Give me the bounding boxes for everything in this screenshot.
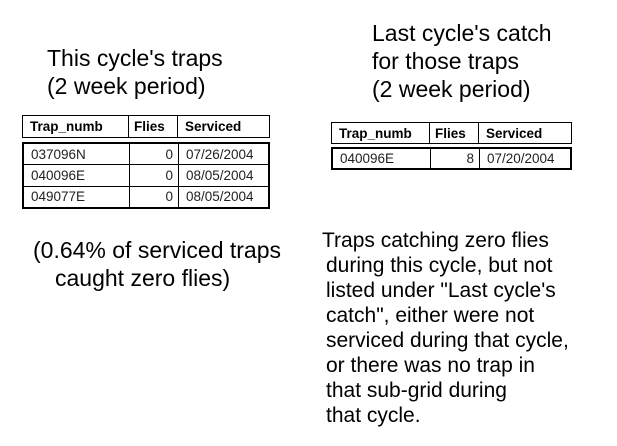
note-line: that cycle.: [326, 404, 421, 427]
note-line: serviced during that cycle,: [326, 329, 569, 352]
column-header-trap-numb: Trap_numb: [30, 119, 103, 134]
cell-trap-numb: 040096E: [31, 167, 86, 183]
note-line: listed under "Last cycle's: [326, 279, 556, 302]
note-zero-flies-percentage: (0.64% of serviced traps caught zero fli…: [33, 236, 281, 292]
cell-serviced: 08/05/2004: [178, 165, 268, 186]
cell-flies: 0: [129, 186, 178, 207]
table-row: 040096E 0 08/05/2004: [24, 164, 268, 186]
column-header-flies: Flies: [429, 123, 478, 143]
table-this-cycle-body: 037096N 0 07/26/2004 040096E 0 08/05/200…: [22, 142, 270, 209]
note-line: Traps catching zero flies: [322, 229, 549, 252]
cell-flies: 8: [430, 149, 479, 168]
cell-trap-numb: 049077E: [31, 189, 86, 205]
column-header-serviced: Serviced: [478, 123, 571, 143]
cell-serviced: 07/26/2004: [178, 144, 268, 165]
cell-serviced: 08/05/2004: [178, 186, 268, 207]
table-this-cycle-header: Trap_numb Flies Serviced: [22, 115, 270, 138]
note-line: catch", either were not: [326, 304, 535, 327]
cell-flies: 0: [129, 165, 178, 186]
cell-flies: 0: [129, 144, 178, 165]
cell-trap-numb: 037096N: [31, 146, 86, 162]
note-explanation: Traps catching zero flies during this cy…: [322, 228, 569, 428]
table-row: 037096N 0 07/26/2004: [24, 144, 268, 165]
heading-this-cycle: This cycle's traps (2 week period): [47, 44, 223, 100]
note-line: caught zero flies): [55, 265, 231, 291]
cell-serviced: 07/20/2004: [479, 149, 570, 168]
heading-last-cycle: Last cycle's catch for those traps (2 we…: [372, 19, 552, 103]
heading-line: This cycle's traps: [47, 45, 223, 71]
note-line: or there was no trap in: [326, 354, 535, 377]
note-line: that sub-grid during: [326, 379, 507, 402]
table-row: 040096E 8 07/20/2004: [333, 149, 570, 168]
heading-line: for those traps: [372, 48, 520, 74]
table-last-cycle-header: Trap_numb Flies Serviced: [331, 122, 572, 144]
note-line: (0.64% of serviced traps: [33, 237, 282, 263]
note-line: during this cycle, but not: [326, 254, 553, 277]
column-header-serviced: Serviced: [177, 116, 269, 137]
heading-line: (2 week period): [372, 76, 531, 102]
table-row: 049077E 0 08/05/2004: [24, 185, 268, 207]
column-header-trap-numb: Trap_numb: [339, 125, 412, 141]
column-header-flies: Flies: [128, 116, 177, 137]
heading-line: Last cycle's catch: [372, 20, 552, 46]
table-last-cycle-body: 040096E 8 07/20/2004: [331, 147, 572, 170]
heading-line: (2 week period): [47, 73, 206, 99]
cell-trap-numb: 040096E: [340, 151, 395, 166]
